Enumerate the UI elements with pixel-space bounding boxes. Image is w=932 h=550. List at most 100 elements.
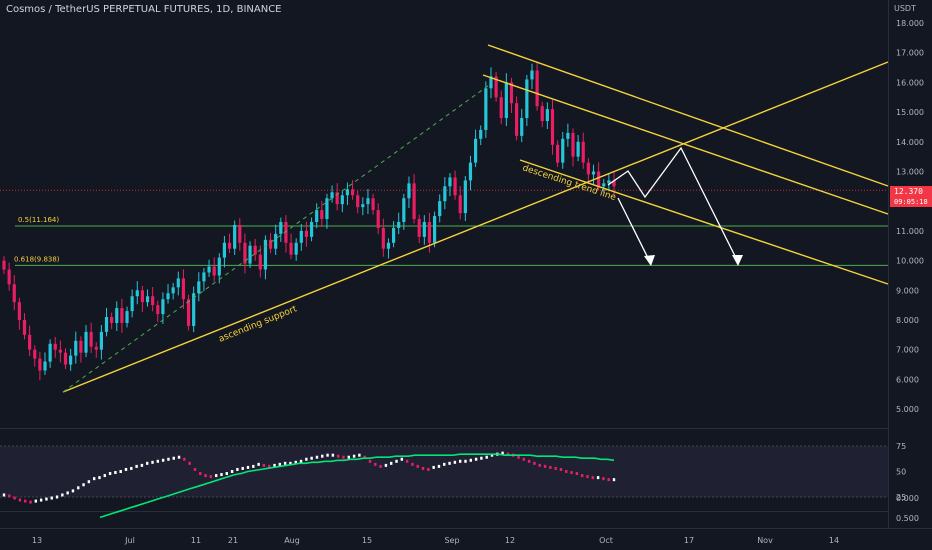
candle-body (494, 76, 498, 98)
candle-body (602, 183, 606, 187)
candle-body (509, 82, 514, 104)
candle-body (391, 227, 396, 243)
candle-body (607, 180, 611, 184)
rsi-dot (363, 455, 366, 459)
rsi-dot (390, 461, 393, 465)
rsi-dot (326, 453, 329, 457)
rsi-dot (214, 474, 218, 478)
rsi-dot (331, 453, 335, 457)
rsi-dot (321, 454, 324, 458)
y-tick-label: 6.000 (896, 375, 919, 384)
candle-body (371, 198, 375, 211)
rsi-dot (458, 459, 462, 463)
candle-body (427, 221, 432, 243)
y-axis[interactable]: 18.00017.00016.00015.00014.00013.00012.0… (896, 19, 924, 523)
candle-body (432, 216, 437, 243)
macd-tick-label: 0.500 (896, 514, 919, 523)
candle-body (233, 224, 237, 249)
rsi-dot (55, 495, 59, 499)
candle-body (84, 331, 88, 353)
rsi-dot (50, 496, 53, 500)
rsi-dot (252, 464, 255, 468)
y-tick-label: 13.000 (896, 168, 924, 177)
y-tick-label: 17.000 (896, 49, 924, 58)
rsi-dot (485, 455, 488, 459)
rsi-dot (278, 462, 282, 466)
chart-grid (0, 0, 932, 529)
rsi-dot (199, 472, 202, 476)
x-tick-label: Oct (599, 536, 613, 545)
fib-level-label: 0.5(11.164) (18, 216, 59, 224)
candle-body (315, 210, 319, 222)
candle-body (571, 132, 575, 157)
projected-drop-line (617, 197, 651, 263)
y-tick-label: 16.000 (896, 78, 924, 87)
candle-body (166, 293, 170, 300)
rsi-dot (29, 500, 32, 504)
arrowhead (732, 255, 743, 266)
fibonacci-levels: 0.5(11.164) 0.618(9.838) (14, 216, 888, 266)
candle-body (545, 109, 549, 122)
rsi-dot (289, 461, 292, 465)
candle-body (140, 290, 145, 303)
rsi-dot (156, 459, 160, 463)
rsi-dot (77, 486, 80, 490)
ascending-support-line (62, 61, 889, 393)
candle-body (58, 349, 62, 353)
candle-body (253, 245, 257, 255)
candle-body (186, 299, 191, 326)
rsi-dot (167, 457, 170, 461)
candle-body (402, 198, 406, 222)
rsi-dot (246, 465, 250, 469)
candle-body (33, 349, 37, 359)
candle-body (330, 192, 334, 199)
candle-body (53, 343, 57, 350)
x-axis[interactable]: 13 Jul 11 21 Aug 15 Sep 12 Oct 17 Nov 14 (32, 536, 839, 545)
rsi-dot (204, 474, 207, 478)
candle-body (212, 266, 216, 276)
candle-body (120, 308, 124, 323)
rsi-tick-label: 75 (896, 442, 906, 451)
rsi-dot (140, 463, 144, 467)
candle-body (192, 293, 196, 326)
rsi-dot (294, 460, 297, 464)
candle-body (145, 296, 150, 303)
candle-body (227, 242, 232, 249)
rsi-dot (98, 476, 101, 480)
candle-body (130, 296, 134, 312)
rsi-dot (480, 456, 483, 460)
rsi-dot (453, 460, 457, 464)
candle-body (361, 204, 365, 208)
rsi-dot (602, 477, 605, 481)
rsi-dot (262, 463, 266, 467)
y-tick-label: 18.000 (896, 19, 924, 28)
candle-body (412, 183, 416, 220)
fib-level-label: 0.618(9.838) (14, 255, 60, 263)
x-tick-label: 15 (362, 536, 372, 545)
rsi-dot (549, 465, 552, 469)
chart-title: Cosmos / TetherUS PERPETUAL FUTURES, 1D,… (6, 4, 282, 15)
rsi-dot (490, 453, 494, 457)
candle-body (597, 171, 601, 187)
rsi-dot (427, 467, 430, 471)
arrowhead (644, 255, 655, 266)
rsi-dot (464, 459, 467, 463)
candle-body (407, 183, 411, 199)
candle-body (43, 361, 47, 371)
candle-body (356, 195, 360, 208)
rsi-dot (45, 497, 48, 501)
rsi-band (0, 446, 888, 497)
rsi-dot (586, 475, 589, 479)
candle-body (110, 317, 114, 323)
rsi-dot (543, 464, 547, 468)
rsi-dot (66, 491, 69, 495)
candle-body (463, 180, 467, 214)
rsi-dot (151, 460, 154, 464)
y-tick-label: 11.000 (896, 227, 924, 236)
rsi-dot (257, 462, 260, 466)
rsi-dot (34, 499, 38, 503)
descending-trend-line (519, 159, 889, 285)
candle-body (561, 138, 565, 163)
rsi-dot (352, 454, 356, 458)
